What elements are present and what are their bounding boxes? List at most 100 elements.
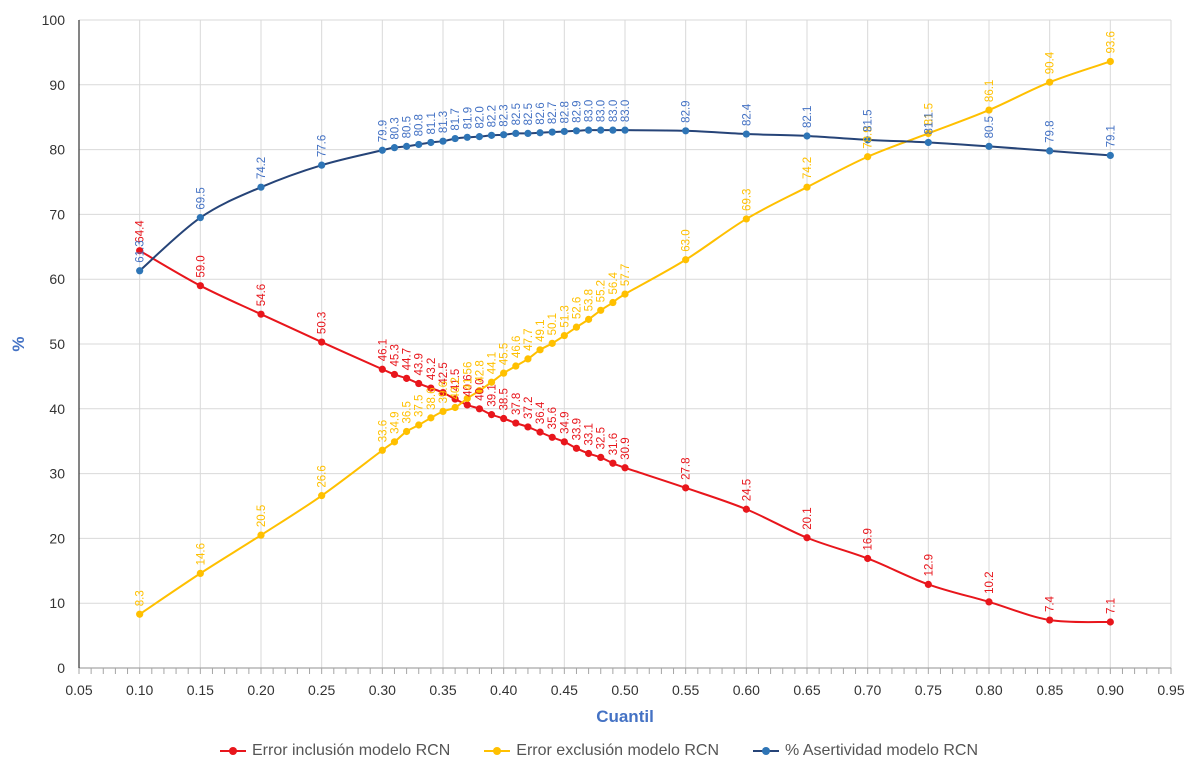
point-exclusion <box>742 215 750 223</box>
data-label-exclusion: 55.2 <box>596 280 608 302</box>
data-label-inclusion: 38.5 <box>499 388 511 410</box>
data-label-inclusion: 40.0 <box>474 378 486 400</box>
data-label-asertividad: 80.5 <box>984 116 996 138</box>
data-label-inclusion: 54.6 <box>256 284 268 306</box>
point-asertividad <box>1106 151 1114 160</box>
point-asertividad <box>924 138 932 147</box>
x-tick-label: 0.80 <box>975 682 1002 698</box>
point-exclusion <box>475 387 483 395</box>
point-asertividad <box>451 134 459 143</box>
point-exclusion <box>1046 78 1054 86</box>
point-inclusion <box>572 444 581 452</box>
point-inclusion <box>439 389 447 397</box>
y-axis-title: % <box>9 336 28 351</box>
data-label-inclusion: 59.0 <box>195 255 207 277</box>
x-tick-label: 0.60 <box>733 682 760 698</box>
data-label-inclusion: 16.9 <box>863 528 875 550</box>
data-label-inclusion: 43.2 <box>426 358 438 380</box>
data-label-inclusion: 42.5 <box>438 362 450 384</box>
point-exclusion <box>985 106 993 114</box>
data-label-exclusion: 50.1 <box>547 313 559 335</box>
x-tick-label: 0.05 <box>65 682 92 698</box>
y-tick-label: 20 <box>49 530 65 546</box>
point-asertividad <box>487 131 496 139</box>
point-asertividad <box>1046 147 1054 155</box>
y-tick-label: 80 <box>49 142 65 158</box>
data-label-exclusion: 40.2 <box>450 377 462 399</box>
x-tick-label: 0.40 <box>490 682 517 698</box>
data-label-inclusion: 44.7 <box>402 348 414 370</box>
data-label-exclusion: 39.6 <box>438 381 450 403</box>
data-label-inclusion: 64.4 <box>135 220 147 243</box>
point-exclusion <box>597 306 605 314</box>
point-exclusion <box>196 569 204 577</box>
data-label-exclusion: 51.3 <box>559 305 571 327</box>
x-tick-label: 0.70 <box>854 682 881 698</box>
point-inclusion <box>803 534 811 542</box>
point-inclusion <box>136 247 144 255</box>
legend-label-asertividad: % Asertividad modelo RCN <box>785 742 978 759</box>
point-asertividad <box>609 126 617 134</box>
point-exclusion <box>803 183 811 191</box>
point-inclusion <box>390 370 399 379</box>
point-inclusion <box>487 411 496 419</box>
data-label-exclusion: 78.9 <box>863 126 875 148</box>
point-exclusion <box>427 414 435 422</box>
legend-label-exclusion: Error exclusión modelo RCN <box>516 742 720 759</box>
y-tick-label: 50 <box>49 336 65 352</box>
data-label-asertividad: 81.1 <box>923 112 935 134</box>
point-inclusion <box>597 453 605 461</box>
point-asertividad <box>403 142 411 150</box>
point-inclusion <box>257 310 265 318</box>
point-inclusion <box>196 282 204 290</box>
data-label-asertividad: 82.8 <box>559 101 571 123</box>
point-exclusion <box>536 346 544 354</box>
data-label-exclusion: 20.5 <box>256 505 268 527</box>
data-label-inclusion: 7.4 <box>1045 595 1057 612</box>
data-label-exclusion: 44.1 <box>487 352 499 374</box>
data-label-exclusion: 45.5 <box>499 343 511 365</box>
data-labels: 64.4 59.0 54.6 50.3 46.1 45.3 44.7 43.9 43.2 42.5… <box>135 31 1118 614</box>
x-tick-label: 0.90 <box>1097 682 1124 698</box>
point-inclusion <box>415 379 423 388</box>
data-label-exclusion: 46.6 <box>511 336 523 358</box>
point-exclusion <box>403 427 411 436</box>
x-tick-label: 0.25 <box>308 682 335 698</box>
point-exclusion <box>500 369 508 377</box>
point-asertividad <box>597 126 605 134</box>
point-exclusion <box>318 492 326 500</box>
point-inclusion <box>1046 616 1054 624</box>
data-label-asertividad: 79.8 <box>1045 121 1057 143</box>
data-label-asertividad: 80.5 <box>402 116 414 138</box>
data-label-exclusion: 56.4 <box>608 272 620 295</box>
data-label-exclusion: 86.1 <box>984 80 996 102</box>
point-inclusion <box>1106 618 1114 626</box>
legend: Error inclusión modelo RCN Error exclusi… <box>0 742 1198 760</box>
point-asertividad <box>439 137 447 145</box>
point-exclusion <box>548 339 556 347</box>
x-tick-label: 0.55 <box>672 682 699 698</box>
data-label-exclusion: 49.1 <box>535 319 547 341</box>
point-asertividad <box>463 133 471 141</box>
data-label-inclusion: 12.9 <box>923 554 935 576</box>
point-asertividad <box>475 133 483 141</box>
y-tick-label: 70 <box>49 206 65 222</box>
data-label-inclusion: 43.9 <box>414 353 426 375</box>
legend-swatch-exclusion <box>484 746 511 756</box>
legend-item-inclusion: Error inclusión modelo RCN <box>220 742 450 760</box>
data-label-inclusion: 31.6 <box>608 433 620 455</box>
point-inclusion <box>536 428 544 436</box>
point-exclusion <box>560 331 568 340</box>
point-exclusion <box>257 531 265 539</box>
x-tick-label: 0.30 <box>369 682 396 698</box>
point-exclusion <box>390 438 399 446</box>
legend-swatch-asertividad <box>753 746 780 756</box>
data-label-exclusion: 63.0 <box>681 229 693 251</box>
point-inclusion <box>924 580 932 589</box>
data-label-exclusion: 38.6 <box>426 387 438 409</box>
data-label-inclusion: 20.1 <box>802 507 814 529</box>
data-label-inclusion: 27.8 <box>681 457 693 479</box>
data-label-exclusion: 36.5 <box>402 401 414 423</box>
data-label-asertividad: 82.9 <box>571 100 583 122</box>
point-exclusion <box>682 256 690 264</box>
